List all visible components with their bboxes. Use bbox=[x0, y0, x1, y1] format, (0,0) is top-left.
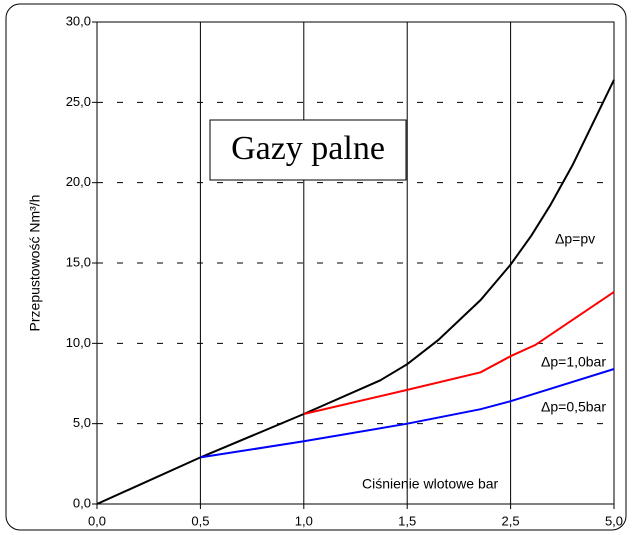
y-tick-label: 15,0 bbox=[66, 254, 91, 269]
y-tick-label: 20,0 bbox=[66, 174, 91, 189]
series-label: Δp=1,0bar bbox=[541, 354, 606, 370]
x-tick-label: 1,5 bbox=[398, 513, 416, 528]
x-tick-label: 0,0 bbox=[88, 513, 106, 528]
series-line bbox=[96, 79, 615, 505]
series-line bbox=[200, 368, 615, 459]
series-label: Δp=pv bbox=[555, 231, 595, 247]
series-line bbox=[303, 291, 615, 415]
x-tick-label: 2,5 bbox=[502, 513, 520, 528]
x-tick-label: 5,0 bbox=[605, 513, 623, 528]
y-tick-label: 25,0 bbox=[66, 94, 91, 109]
y-tick-label: 30,0 bbox=[66, 13, 91, 28]
y-axis-label: Przepustowość Nm³/h bbox=[27, 195, 43, 332]
y-tick-label: 0,0 bbox=[73, 495, 91, 510]
x-tick-label: 0,5 bbox=[191, 513, 209, 528]
x-axis-label: Ciśnienie wlotowe bar bbox=[362, 476, 499, 492]
series-label: Δp=0,5bar bbox=[541, 399, 606, 415]
y-tick-label: 10,0 bbox=[66, 335, 91, 350]
chart-title: Gazy palne bbox=[231, 130, 385, 167]
title-box bbox=[209, 119, 407, 181]
outer-frame bbox=[5, 3, 627, 531]
x-tick-label: 1,0 bbox=[295, 513, 313, 528]
y-tick-label: 5,0 bbox=[73, 415, 91, 430]
